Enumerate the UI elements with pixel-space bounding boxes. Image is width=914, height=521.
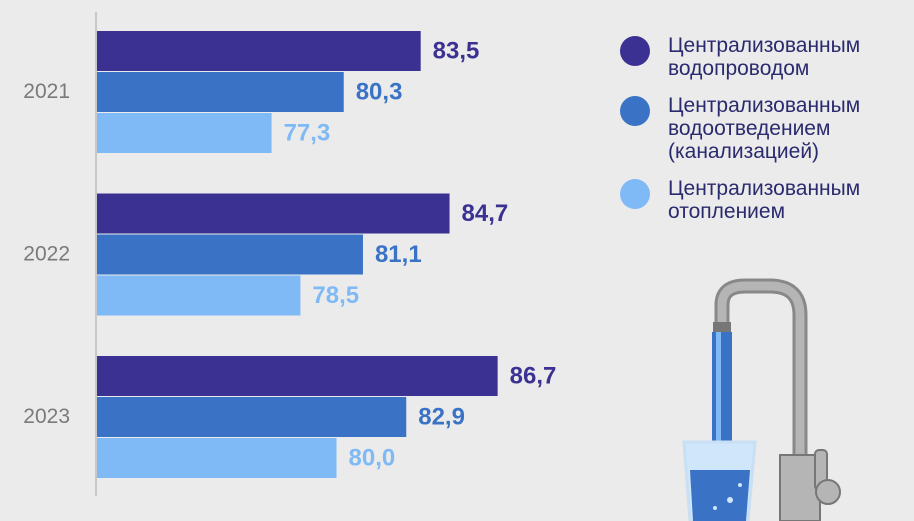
value-label: 83,5 bbox=[433, 37, 480, 64]
legend-swatch bbox=[620, 36, 650, 66]
legend-item: Централизованным водоотведением (канализ… bbox=[620, 94, 914, 163]
legend-item: Централизованным водопроводом bbox=[620, 34, 914, 80]
bar bbox=[96, 438, 337, 478]
legend-label: Централизованным водоотведением (канализ… bbox=[668, 94, 914, 163]
y-tick-label: 2023 bbox=[23, 405, 70, 428]
y-tick-label: 2022 bbox=[23, 243, 70, 266]
faucet-illustration bbox=[684, 286, 840, 521]
page: 2021 83,5 80,3 77,3 2022 84,7 81,1 78,5 2023 86,7… bbox=[0, 0, 914, 521]
y-tick-label: 2021 bbox=[23, 80, 70, 103]
value-label: 77,3 bbox=[284, 119, 331, 146]
bar bbox=[96, 72, 344, 112]
value-label: 80,0 bbox=[349, 444, 396, 471]
legend-label: Централизованным отоплением bbox=[668, 177, 914, 223]
legend-swatch bbox=[620, 96, 650, 126]
value-label: 81,1 bbox=[375, 241, 422, 268]
value-label: 80,3 bbox=[356, 78, 403, 105]
bar bbox=[96, 356, 498, 396]
legend-swatch bbox=[620, 179, 650, 209]
bar bbox=[96, 31, 421, 71]
bar bbox=[96, 194, 450, 234]
value-label: 84,7 bbox=[462, 200, 509, 227]
value-label: 86,7 bbox=[510, 362, 557, 389]
legend: Централизованным водопроводом Централизов… bbox=[620, 34, 914, 237]
value-label: 78,5 bbox=[312, 282, 359, 309]
legend-label: Централизованным водопроводом bbox=[668, 34, 914, 80]
bar bbox=[96, 113, 272, 153]
bar bbox=[96, 235, 363, 275]
bar bbox=[96, 276, 300, 316]
value-label: 82,9 bbox=[418, 403, 465, 430]
bar bbox=[96, 397, 406, 437]
legend-item: Централизованным отоплением bbox=[620, 177, 914, 223]
